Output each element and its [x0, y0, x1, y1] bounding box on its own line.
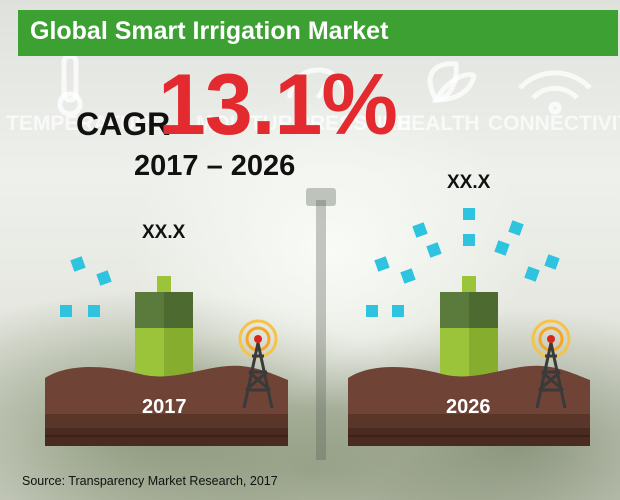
signal-squares-2017: [60, 256, 112, 317]
bg-label-temperature: TEMPERATURE: [6, 112, 165, 135]
wifi-icon: [518, 70, 592, 115]
thermometer-icon: [57, 53, 83, 117]
sensor-bar-2017: [135, 276, 193, 378]
page-title: Global Smart Irrigation Market: [30, 17, 389, 45]
background-feature-labels: TEMPERATURE MOISTURE PRESSURE HEALTH CON…: [0, 112, 620, 142]
bg-label-connectivity: CONNECTIVITY: [488, 112, 620, 135]
value-label-2017: XX.X: [142, 222, 186, 243]
year-label-2017: 2017: [142, 396, 187, 418]
bg-label-moisture: MOISTURE: [196, 112, 307, 135]
title-bar: Global Smart Irrigation Market: [18, 10, 618, 56]
forecast-period: 2017 – 2026: [134, 150, 296, 182]
signal-tower-2026: [531, 319, 571, 409]
source-note: Source: Transparency Market Research, 20…: [22, 474, 278, 488]
year-label-2026: 2026: [446, 396, 491, 418]
cagr-value: 13.1%: [158, 57, 398, 153]
value-label-2026: XX.X: [447, 172, 491, 193]
sensor-bar-2026: [440, 276, 498, 378]
gauge-icon: [287, 67, 349, 100]
soil-block-2017: [45, 365, 288, 446]
bg-label-pressure: PRESSURE: [296, 112, 412, 135]
cagr-label: CAGR: [76, 106, 171, 142]
soil-block-2026: [348, 365, 590, 446]
leaf-icon: [427, 61, 477, 103]
bg-label-health: HEALTH: [396, 112, 480, 135]
sprinkler-pole: [306, 188, 336, 460]
signal-tower-2017: [238, 319, 278, 409]
signal-squares-2026: [366, 208, 560, 317]
